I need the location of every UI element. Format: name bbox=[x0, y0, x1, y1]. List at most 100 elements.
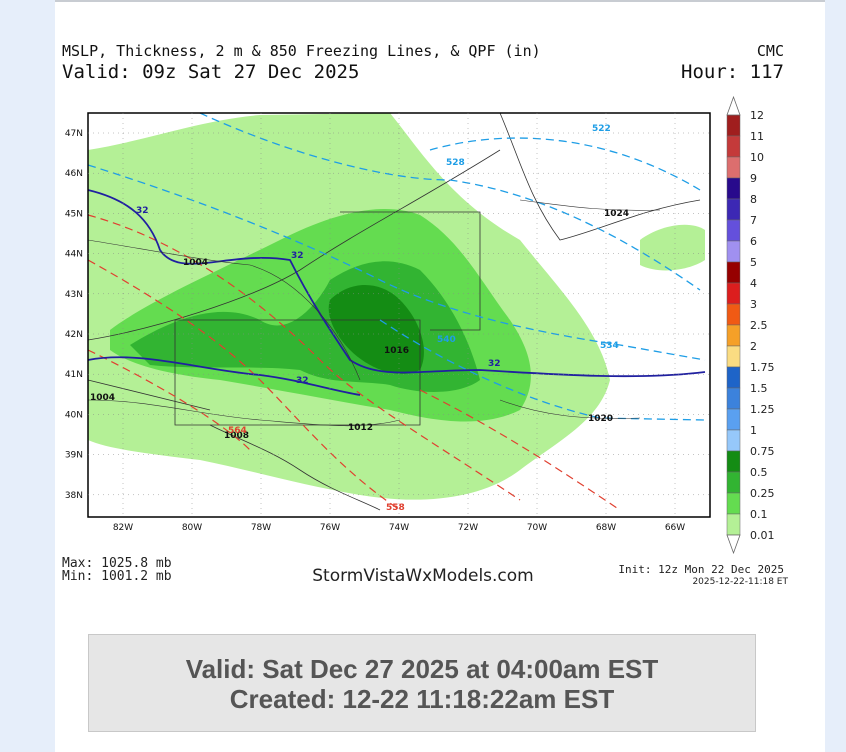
contour-label: 1008 bbox=[224, 431, 249, 441]
legend-label: 4 bbox=[750, 277, 757, 290]
legend-swatch bbox=[726, 492, 741, 515]
legend-label: 1.25 bbox=[750, 403, 775, 416]
legend-swatch bbox=[726, 135, 741, 158]
valid-time: Valid: 09z Sat 27 Dec 2025 bbox=[62, 61, 359, 83]
legend-swatch bbox=[726, 429, 741, 452]
max-pressure: Max: 1025.8 mb bbox=[62, 556, 172, 571]
legend-swatch bbox=[726, 156, 741, 179]
legend-swatch bbox=[726, 408, 741, 431]
caption-created: Created: 12-22 11:18:22am EST bbox=[229, 684, 615, 714]
legend-swatch bbox=[726, 471, 741, 494]
legend-swatch bbox=[726, 387, 741, 410]
map-title: MSLP, Thickness, 2 m & 850 Freezing Line… bbox=[62, 42, 541, 60]
latitude-label: 42N bbox=[65, 330, 83, 340]
caption-box: Valid: Sat Dec 27 2025 at 04:00am EST Cr… bbox=[88, 634, 756, 732]
min-pressure: Min: 1001.2 mb bbox=[62, 569, 172, 584]
legend-label: 5 bbox=[750, 256, 757, 269]
longitude-label: 80W bbox=[182, 523, 202, 533]
legend-swatch bbox=[726, 240, 741, 263]
contour-label: 1024 bbox=[604, 209, 629, 219]
model-name: CMC bbox=[757, 42, 784, 60]
contour-label: 1016 bbox=[384, 346, 409, 356]
forecast-hour: Hour: 117 bbox=[681, 61, 784, 83]
time-stamp: 2025-12-22-11:18 ET bbox=[692, 577, 788, 587]
legend-label: 8 bbox=[750, 193, 757, 206]
latitude-label: 47N bbox=[65, 129, 83, 139]
thickness-lines-red bbox=[87, 214, 621, 511]
longitude-label: 76W bbox=[320, 523, 340, 533]
legend-label: 0.25 bbox=[750, 487, 775, 500]
legend-arrow bbox=[726, 534, 741, 555]
legend-label: 0.01 bbox=[750, 529, 775, 542]
contour-label: 534 bbox=[600, 341, 619, 351]
longitude-label: 82W bbox=[113, 523, 133, 533]
legend-swatch bbox=[726, 219, 741, 242]
map: 522 528 1024 32 32 1004 540 1016 534 32 … bbox=[65, 112, 711, 533]
legend-label: 1.75 bbox=[750, 361, 775, 374]
legend-label: 1 bbox=[750, 424, 757, 437]
init-time: Init: 12z Mon 22 Dec 2025 bbox=[618, 563, 784, 576]
latitude-label: 41N bbox=[65, 370, 83, 380]
longitude-label: 74W bbox=[389, 523, 409, 533]
legend-label: 12 bbox=[750, 109, 764, 122]
thickness-lines-blue bbox=[87, 112, 706, 421]
contour-label: 522 bbox=[592, 124, 611, 134]
legend-label: 10 bbox=[750, 151, 764, 164]
longitude-label: 66W bbox=[665, 523, 685, 533]
legend-swatch bbox=[726, 198, 741, 221]
legend-swatch bbox=[726, 345, 741, 368]
qpf-area bbox=[640, 224, 705, 271]
legend-swatch bbox=[726, 114, 741, 137]
contour-label: 558 bbox=[386, 503, 405, 513]
caption-valid: Valid: Sat Dec 27 2025 at 04:00am EST bbox=[185, 654, 659, 684]
latitude-label: 38N bbox=[65, 491, 83, 501]
legend-label: 1.5 bbox=[750, 382, 768, 395]
legend-swatch bbox=[726, 366, 741, 389]
legend-label: 3 bbox=[750, 298, 757, 311]
legend-label: 0.5 bbox=[750, 466, 768, 479]
latitude-label: 40N bbox=[65, 410, 83, 420]
contour-label: 1020 bbox=[588, 414, 613, 424]
contour-label: 32 bbox=[136, 206, 149, 216]
contour-label: 540 bbox=[437, 335, 456, 345]
borders bbox=[87, 112, 701, 511]
qpf-area bbox=[328, 285, 424, 374]
site-name: StormVistaWxModels.com bbox=[312, 566, 534, 586]
legend-swatch bbox=[726, 324, 741, 347]
longitude-label: 68W bbox=[596, 523, 616, 533]
contour-label: 1004 bbox=[183, 258, 208, 268]
isobars bbox=[87, 199, 661, 427]
legend-swatch bbox=[726, 450, 741, 473]
contour-label: 564 bbox=[228, 426, 247, 436]
legend-label: 11 bbox=[750, 130, 764, 143]
legend-arrow bbox=[726, 95, 741, 116]
legend-swatch bbox=[726, 177, 741, 200]
contour-label: 32 bbox=[488, 359, 501, 369]
contour-label: 528 bbox=[446, 158, 465, 168]
legend-label: 6 bbox=[750, 235, 757, 248]
contour-label: 32 bbox=[296, 376, 309, 386]
contour-label: 1004 bbox=[90, 393, 115, 403]
legend-swatch bbox=[726, 261, 741, 284]
longitude-label: 78W bbox=[251, 523, 271, 533]
latitude-label: 44N bbox=[65, 250, 83, 260]
legend-label: 7 bbox=[750, 214, 757, 227]
legend-swatch bbox=[726, 303, 741, 326]
legend-label: 2.5 bbox=[750, 319, 768, 332]
longitude-label: 70W bbox=[527, 523, 547, 533]
latitude-label: 43N bbox=[65, 290, 83, 300]
contour-label: 32 bbox=[291, 251, 304, 261]
legend-label: 2 bbox=[750, 340, 757, 353]
legend-label: 0.1 bbox=[750, 508, 768, 521]
legend-label: 0.75 bbox=[750, 445, 775, 458]
longitude-label: 72W bbox=[458, 523, 478, 533]
latitude-label: 39N bbox=[65, 451, 83, 461]
legend-swatch bbox=[726, 282, 741, 305]
legend: 12 11 10 9 8 7 6 5 4 3 2.5 2 1.75 1.5 1.25 1 0.75 0.5 0.25… bbox=[726, 95, 775, 555]
weather-map-figure: MSLP, Thickness, 2 m & 850 Freezing Line… bbox=[62, 42, 788, 587]
legend-swatch bbox=[726, 513, 741, 536]
legend-label: 9 bbox=[750, 172, 757, 185]
contour-label: 1012 bbox=[348, 423, 373, 433]
latitude-label: 46N bbox=[65, 169, 83, 179]
